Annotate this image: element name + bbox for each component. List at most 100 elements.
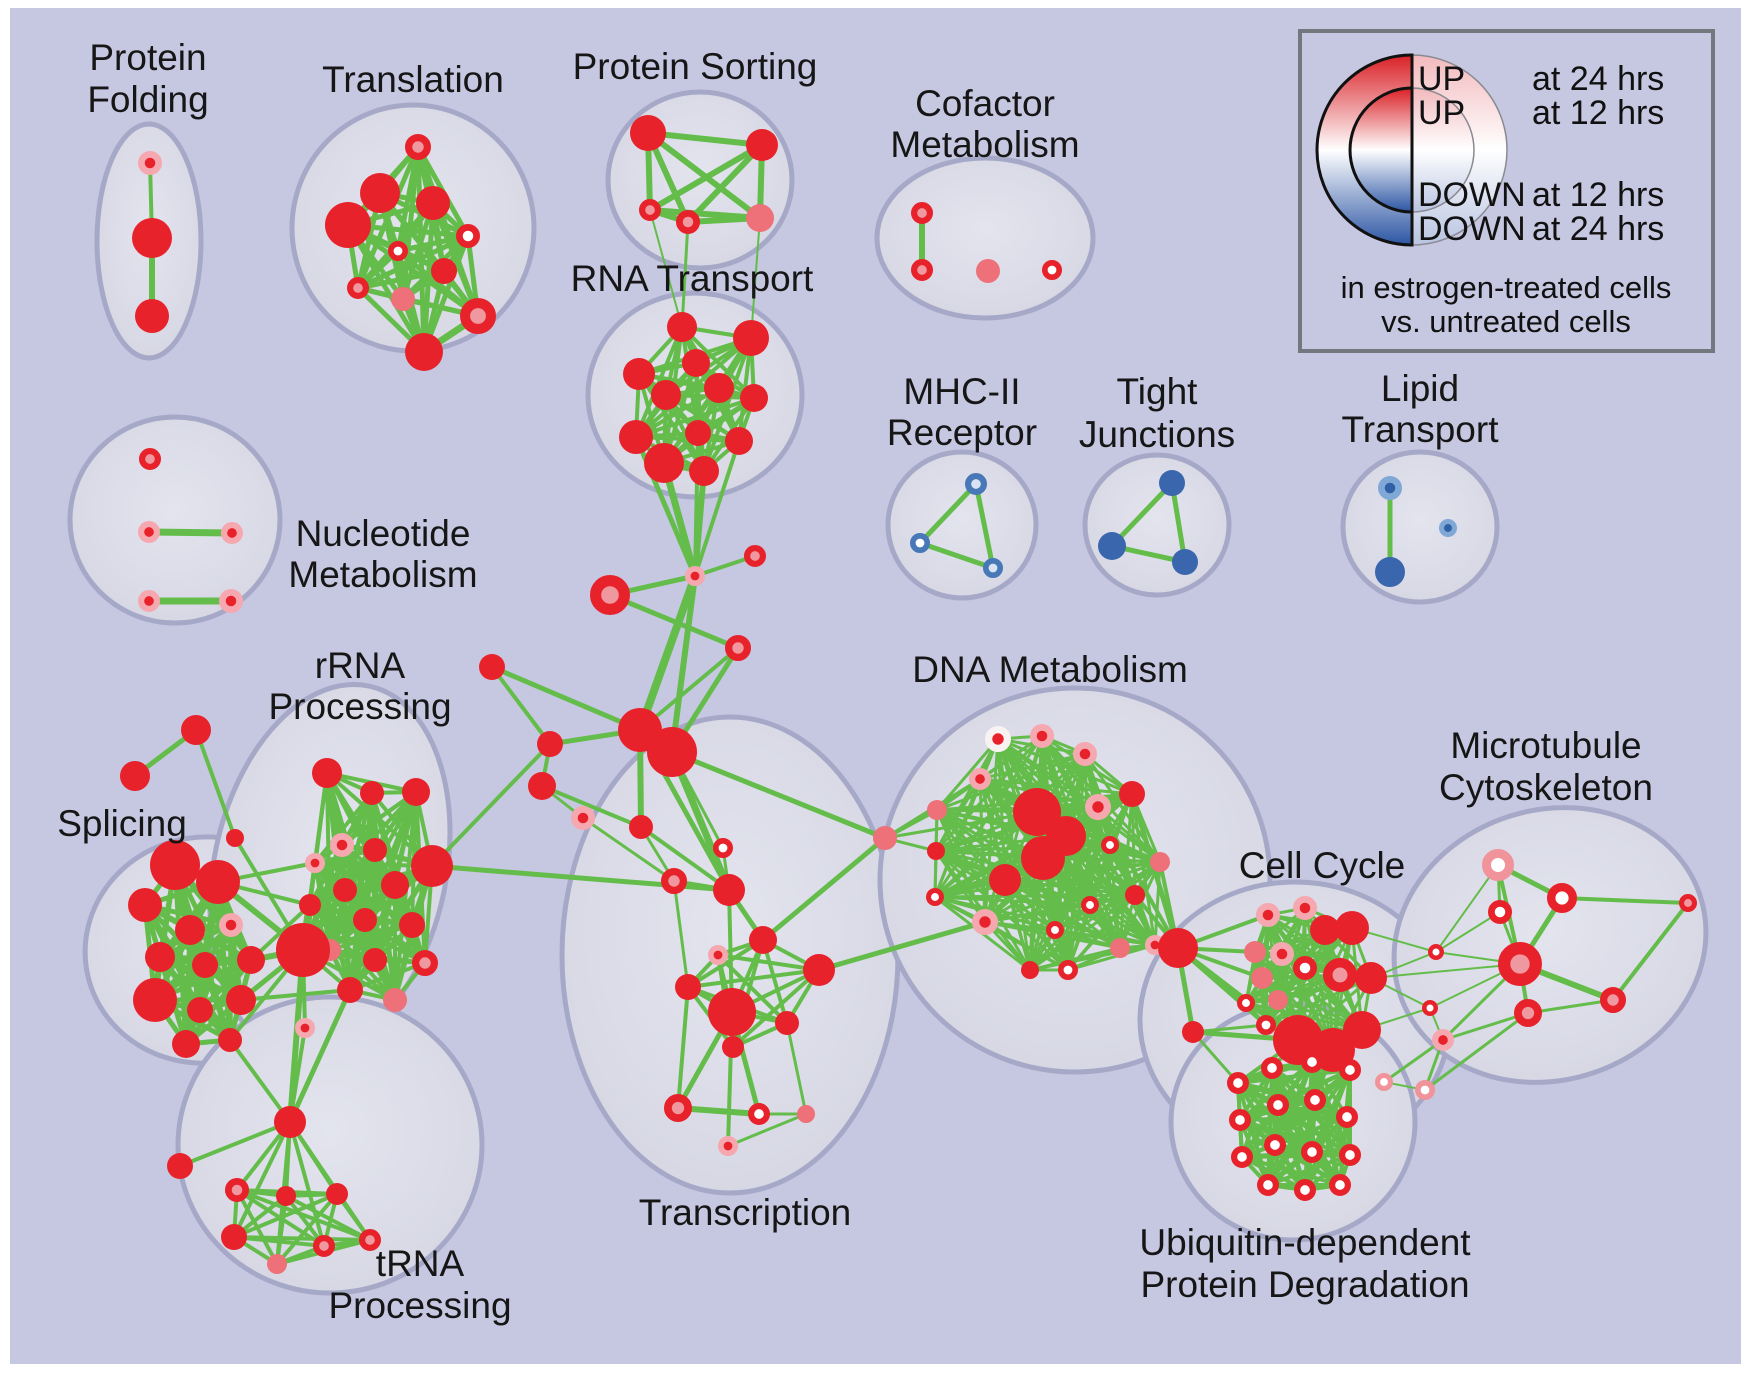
network-node bbox=[749, 926, 777, 954]
legend-box bbox=[1298, 29, 1715, 353]
network-edge bbox=[1435, 864, 1499, 953]
network-node bbox=[1498, 941, 1543, 986]
network-edge bbox=[607, 592, 741, 651]
network-node bbox=[707, 944, 728, 965]
network-edge bbox=[816, 919, 988, 973]
network-edge bbox=[1423, 1011, 1530, 1092]
network-node bbox=[740, 384, 768, 412]
network-node bbox=[1377, 475, 1402, 500]
network-node bbox=[1266, 1093, 1289, 1116]
network-node bbox=[1228, 1108, 1251, 1131]
network-edge bbox=[1191, 1030, 1240, 1085]
network-node bbox=[733, 320, 769, 356]
network-node bbox=[630, 115, 666, 151]
network-node bbox=[644, 443, 684, 483]
network-node bbox=[267, 1254, 287, 1274]
network-node bbox=[775, 1011, 799, 1035]
network-node bbox=[1226, 1071, 1249, 1094]
network-edge bbox=[1191, 1023, 1268, 1034]
network-node bbox=[1256, 1014, 1277, 1035]
cluster-label: Transcription bbox=[639, 1192, 851, 1233]
network-node bbox=[746, 129, 778, 161]
network-node bbox=[969, 768, 992, 791]
network-node bbox=[1431, 1028, 1454, 1051]
network-node bbox=[989, 864, 1021, 896]
network-node bbox=[1338, 1143, 1361, 1166]
legend-glyph bbox=[1315, 53, 1508, 247]
cluster-lipid-transport bbox=[1340, 449, 1500, 605]
network-node bbox=[725, 427, 753, 455]
network-node bbox=[682, 349, 710, 377]
network-node bbox=[138, 151, 163, 176]
network-node bbox=[704, 373, 734, 403]
cluster-label: Folding bbox=[87, 79, 208, 120]
network-edge bbox=[693, 431, 700, 578]
network-node bbox=[619, 420, 653, 454]
network-node bbox=[274, 1106, 306, 1138]
legend-row-2-time: at 12 hrs bbox=[1532, 176, 1664, 214]
network-node bbox=[982, 557, 1003, 578]
network-edge bbox=[933, 895, 1157, 947]
cluster-label: Metabolism bbox=[288, 554, 477, 595]
cluster-label: tRNA bbox=[376, 1243, 465, 1284]
network-node bbox=[1600, 987, 1627, 1014]
network-edge bbox=[1053, 893, 1137, 932]
network-node bbox=[181, 715, 211, 745]
network-node bbox=[1256, 1173, 1279, 1196]
network-node bbox=[1081, 896, 1100, 915]
network-node bbox=[985, 726, 1012, 753]
network-node bbox=[1255, 902, 1280, 927]
network-node bbox=[405, 133, 432, 160]
network-node bbox=[135, 299, 169, 333]
network-node bbox=[1158, 928, 1198, 968]
network-node bbox=[399, 912, 425, 938]
network-edge bbox=[430, 742, 552, 868]
network-node bbox=[363, 838, 387, 862]
network-node bbox=[1335, 1105, 1358, 1128]
cluster-label: Protein Sorting bbox=[573, 46, 818, 87]
network-node bbox=[1546, 883, 1577, 914]
network-node bbox=[651, 380, 681, 410]
network-node bbox=[1355, 962, 1387, 994]
cluster-microtubule-cytoskeleton bbox=[1391, 805, 1709, 1085]
network-edge bbox=[1441, 1011, 1530, 1042]
network-node bbox=[312, 1234, 335, 1257]
network-node bbox=[675, 974, 701, 1000]
cluster-label: rRNA bbox=[315, 645, 406, 686]
network-edge bbox=[1435, 911, 1501, 953]
network-node bbox=[1230, 1145, 1253, 1168]
network-node bbox=[1292, 895, 1317, 920]
network-node bbox=[927, 800, 947, 820]
network-edge bbox=[639, 825, 731, 892]
cluster-label: Processing bbox=[328, 1285, 511, 1326]
network-edge bbox=[287, 947, 306, 1125]
network-node bbox=[431, 258, 457, 284]
network-edge bbox=[1096, 805, 1180, 950]
network-node bbox=[667, 312, 697, 342]
network-node bbox=[708, 988, 756, 1036]
network-edge bbox=[1175, 945, 1301, 1043]
network-edge bbox=[685, 142, 765, 225]
cluster-label: Processing bbox=[268, 686, 451, 727]
network-edge bbox=[676, 985, 690, 1110]
network-edge bbox=[978, 752, 1087, 781]
network-edge bbox=[581, 816, 676, 883]
network-node bbox=[167, 1153, 193, 1179]
network-edge bbox=[1382, 1038, 1445, 1084]
network-node bbox=[911, 258, 934, 281]
network-node bbox=[1085, 794, 1112, 821]
network-edge bbox=[313, 791, 374, 865]
legend-row-1-direction: UP bbox=[1418, 94, 1465, 132]
network-edge bbox=[1240, 1098, 1317, 1159]
network-edge bbox=[785, 1021, 808, 1116]
network-node bbox=[589, 574, 630, 615]
network-edge bbox=[1053, 928, 1122, 950]
network-node bbox=[528, 772, 556, 800]
network-node bbox=[363, 948, 387, 972]
network-edge bbox=[1526, 998, 1615, 1015]
network-node bbox=[965, 472, 988, 495]
network-edge bbox=[1266, 1098, 1317, 1187]
network-edge bbox=[731, 968, 821, 1049]
network-node bbox=[187, 997, 213, 1023]
network-node bbox=[1021, 836, 1065, 880]
